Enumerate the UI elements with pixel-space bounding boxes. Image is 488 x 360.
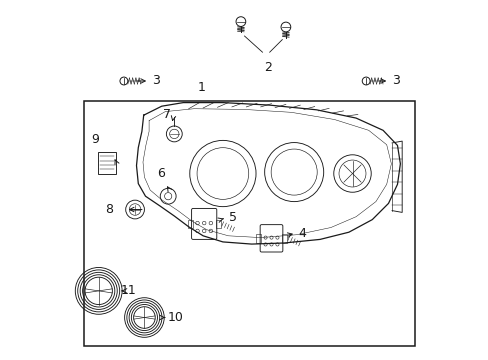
Text: 10: 10 [167,311,183,324]
Text: 3: 3 [152,75,160,87]
Text: 9: 9 [91,133,99,146]
Text: 1: 1 [197,81,205,94]
Text: 5: 5 [228,211,237,224]
Text: 6: 6 [157,167,164,180]
Text: 4: 4 [298,227,306,240]
Bar [84,101,415,346]
Circle shape [160,188,176,204]
Text: 8: 8 [105,203,113,216]
Text: 11: 11 [121,284,137,297]
Text: 3: 3 [391,75,399,87]
Text: 7: 7 [163,108,171,121]
Text: 2: 2 [264,61,271,74]
